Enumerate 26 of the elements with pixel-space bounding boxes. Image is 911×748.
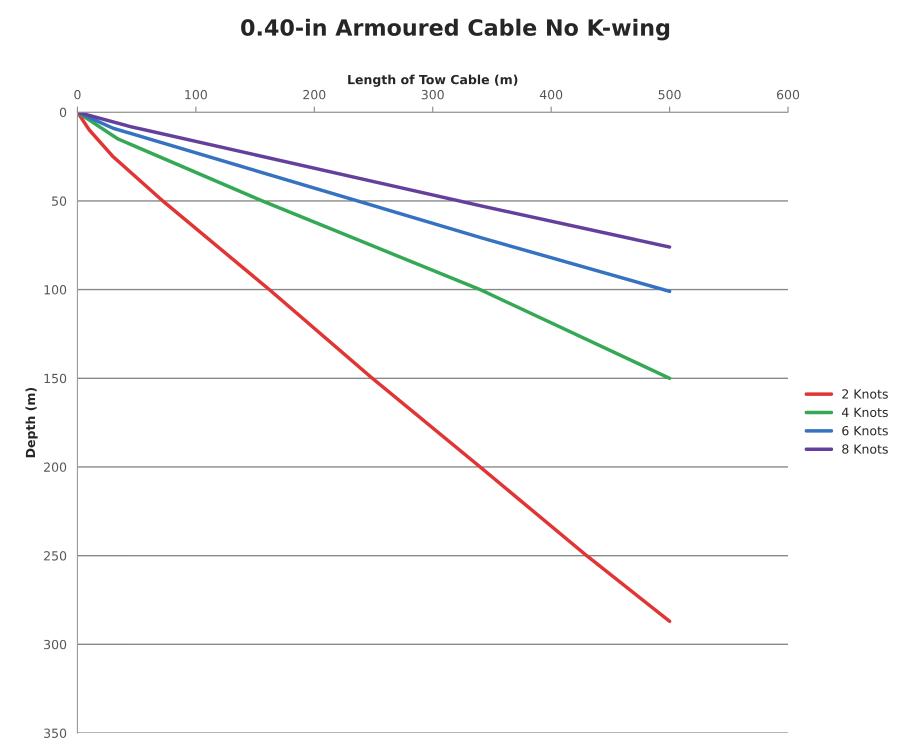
legend-label: 8 Knots [842,444,888,454]
y-tick-label: 200 [44,462,66,472]
x-tick-label: 500 [658,90,681,100]
y-tick-label: 100 [44,285,66,295]
line-series [77,112,672,380]
line-series [77,112,672,294]
y-tick-label: 50 [52,196,66,206]
x-tick-label: 600 [776,90,800,100]
y-tick-label: 350 [44,728,66,738]
y-tick-label: 300 [44,640,66,650]
y-axis-title: Depth (m) [26,388,38,458]
chart-title: 0.40-in Armoured Cable No K-wing [241,18,670,40]
x-tick-label: 400 [540,90,562,100]
x-tick-label: 100 [185,90,207,100]
line-series [77,112,672,249]
x-axis-title: Length of Tow Cable (m) [348,74,518,87]
legend-label: 4 Knots [842,408,888,418]
y-tick-label: 250 [44,551,66,561]
x-tick-label: 300 [422,90,444,100]
x-tick-label: 0 [74,90,81,100]
line-series [77,112,672,624]
legend-label: 6 Knots [842,426,888,436]
x-tick-label: 200 [303,90,326,100]
y-tick-label: 150 [44,374,66,384]
y-tick-label: 0 [60,108,66,118]
legend-label: 2 Knots [842,389,888,399]
